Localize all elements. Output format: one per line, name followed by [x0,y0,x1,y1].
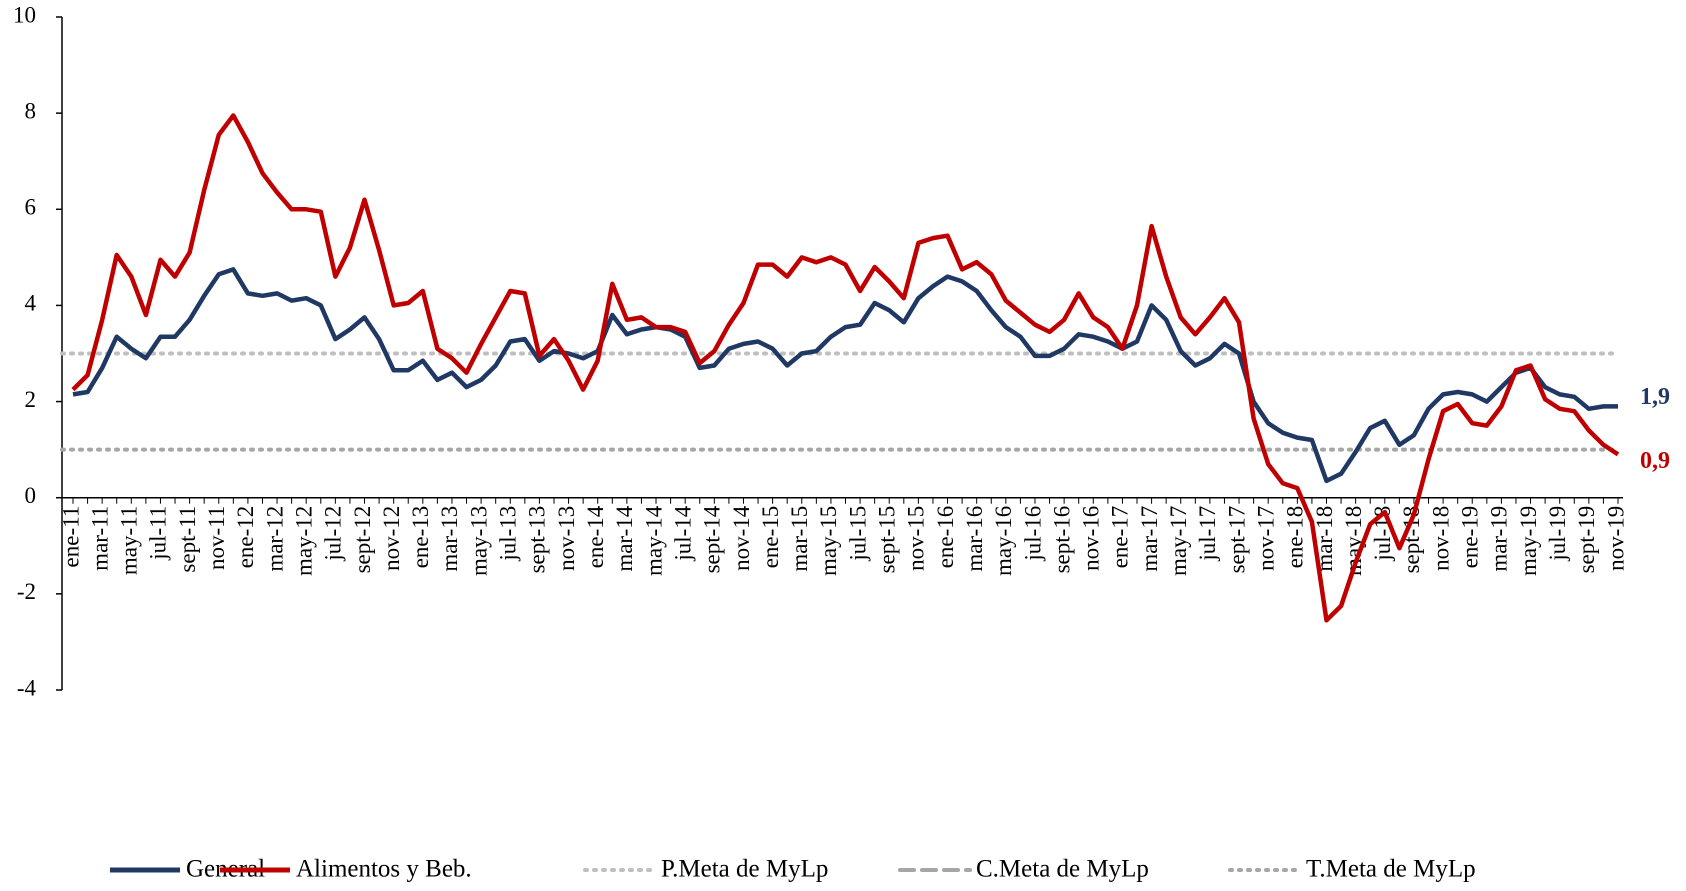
x-tick-label: may-15 [816,506,841,576]
x-tick-label: mar-19 [1487,506,1512,572]
x-tick-label: nov-15 [904,506,929,571]
x-tick-label: sept-15 [875,506,900,574]
x-tick-label: jul-13 [496,506,521,562]
x-tick-label: sept-13 [525,506,550,574]
legend-label: Alimentos y Beb. [296,856,472,883]
x-tick-label: ene-15 [758,506,783,569]
legend-label: C.Meta de MyLp [976,856,1149,883]
end-label: 1,9 [1640,384,1670,410]
x-tick-label: nov-16 [1079,506,1104,571]
x-tick-label: may-12 [291,506,316,576]
x-tick-label: ene-18 [1283,506,1308,569]
legend-label: P.Meta de MyLp [661,856,828,883]
x-tick-label: nov-14 [729,505,754,571]
x-tick-label: ene-17 [1108,506,1133,569]
x-tick-label: mar-11 [87,506,112,571]
x-tick-label: nov-18 [1428,506,1453,571]
x-tick-label: ene-11 [58,506,83,568]
x-tick-label: nov-17 [1253,506,1278,571]
x-tick-label: nov-13 [554,506,579,571]
x-tick-label: may-19 [1516,506,1541,576]
x-tick-label: nov-12 [379,506,404,571]
x-tick-label: mar-13 [437,506,462,572]
y-tick-label: -4 [17,675,37,700]
y-tick-label: 8 [25,98,37,123]
x-tick-label: mar-16 [962,506,987,572]
x-tick-label: sept-11 [175,506,200,573]
x-tick-label: sept-14 [700,505,725,573]
x-tick-label: may-14 [641,505,666,576]
x-tick-label: nov-11 [204,506,229,570]
y-tick-label: 10 [13,2,36,27]
x-tick-label: ene-19 [1458,506,1483,569]
x-tick-label: sept-19 [1574,506,1599,574]
x-tick-label: jul-12 [321,506,346,562]
x-tick-label: ene-13 [408,506,433,569]
y-tick-label: 2 [25,387,37,412]
x-tick-label: jul-14 [670,505,695,561]
y-tick-label: 0 [25,483,37,508]
series-line [71,113,1620,623]
x-tick-label: jul-16 [1020,506,1045,562]
series-line [72,267,1618,484]
x-tick-label: ene-16 [933,506,958,569]
x-tick-label: nov-19 [1603,506,1628,571]
x-tick-label: sept-17 [1224,506,1249,574]
legend-label: T.Meta de MyLp [1306,856,1476,883]
y-tick-label: -2 [17,579,36,604]
end-label: 0,9 [1640,448,1670,474]
x-tick-label: sept-16 [1049,506,1074,574]
x-tick-label: jul-15 [845,506,870,562]
x-tick-label: ene-12 [233,506,258,569]
x-tick-label: may-11 [117,506,142,575]
x-tick-label: sept-12 [350,506,375,574]
x-tick-label: jul-11 [146,506,171,561]
y-tick-label: 6 [25,195,37,220]
x-tick-label: may-16 [991,506,1016,576]
x-tick-label: may-13 [466,506,491,576]
x-tick-label: may-17 [1166,506,1191,576]
x-tick-label: mar-12 [262,506,287,572]
x-tick-label: mar-14 [612,505,637,571]
x-tick-label: ene-14 [583,505,608,568]
x-tick-label: mar-17 [1137,506,1162,572]
x-tick-label: mar-15 [787,506,812,572]
y-tick-label: 4 [25,291,37,316]
x-tick-label: jul-17 [1195,506,1220,562]
x-tick-label: jul-19 [1545,506,1570,562]
